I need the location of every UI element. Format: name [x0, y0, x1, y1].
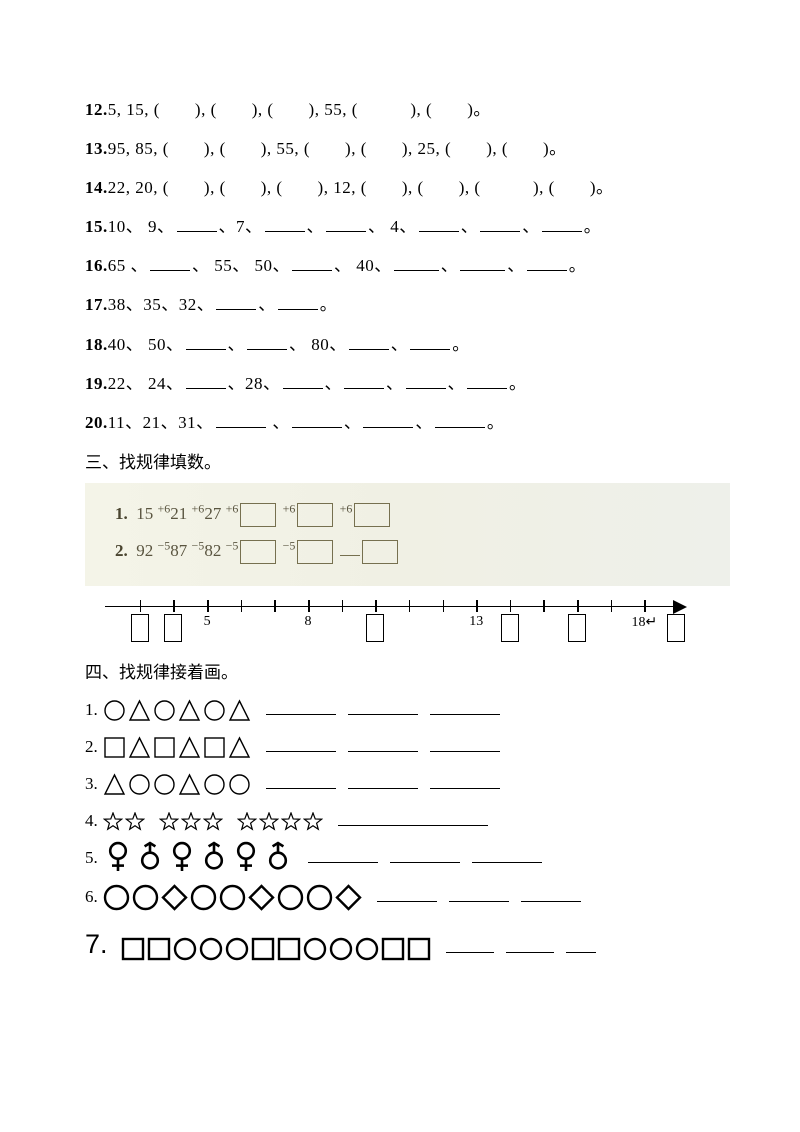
pattern-row-7: 7.	[85, 917, 730, 971]
question-12: 12.5, 15, ( ), ( ), ( ), 55, ( ), ( )。	[85, 90, 730, 129]
number-line: 581318↵	[105, 592, 685, 652]
pattern-row-4: 4.	[85, 804, 730, 838]
section-4-title: 四、找规律接着画。	[85, 658, 730, 683]
pattern-row-2: 2.	[85, 730, 730, 764]
question-17: 17.38、35、32、、。	[85, 285, 730, 324]
pattern-row-1: 1.	[85, 693, 730, 727]
question-13: 13.95, 85, ( ), ( ), 55, ( ), ( ), 25, (…	[85, 129, 730, 168]
pattern-row-3: 3.	[85, 767, 730, 801]
question-14: 14.22, 20, ( ), ( ), ( ), 12, ( ), ( ), …	[85, 168, 730, 207]
question-19: 19.22、 24、、28、、、、。	[85, 364, 730, 403]
pattern-row-5: 5.	[85, 841, 730, 877]
pattern-row-6: 6.	[85, 880, 730, 914]
scan-figure: 1. 15 +621 +627 +6 +6 +6 2. 92 −587 −582…	[85, 483, 730, 586]
question-15: 15.10、 9、、7、、、 4、、、。	[85, 207, 730, 246]
question-18: 18.40、 50、、、 80、、。	[85, 325, 730, 364]
section-3-title: 三、找规律填数。	[85, 448, 730, 473]
question-16: 16.65 、、 55、 50、、 40、、、。	[85, 246, 730, 285]
question-20: 20.11、21、31、 、、、。	[85, 403, 730, 442]
